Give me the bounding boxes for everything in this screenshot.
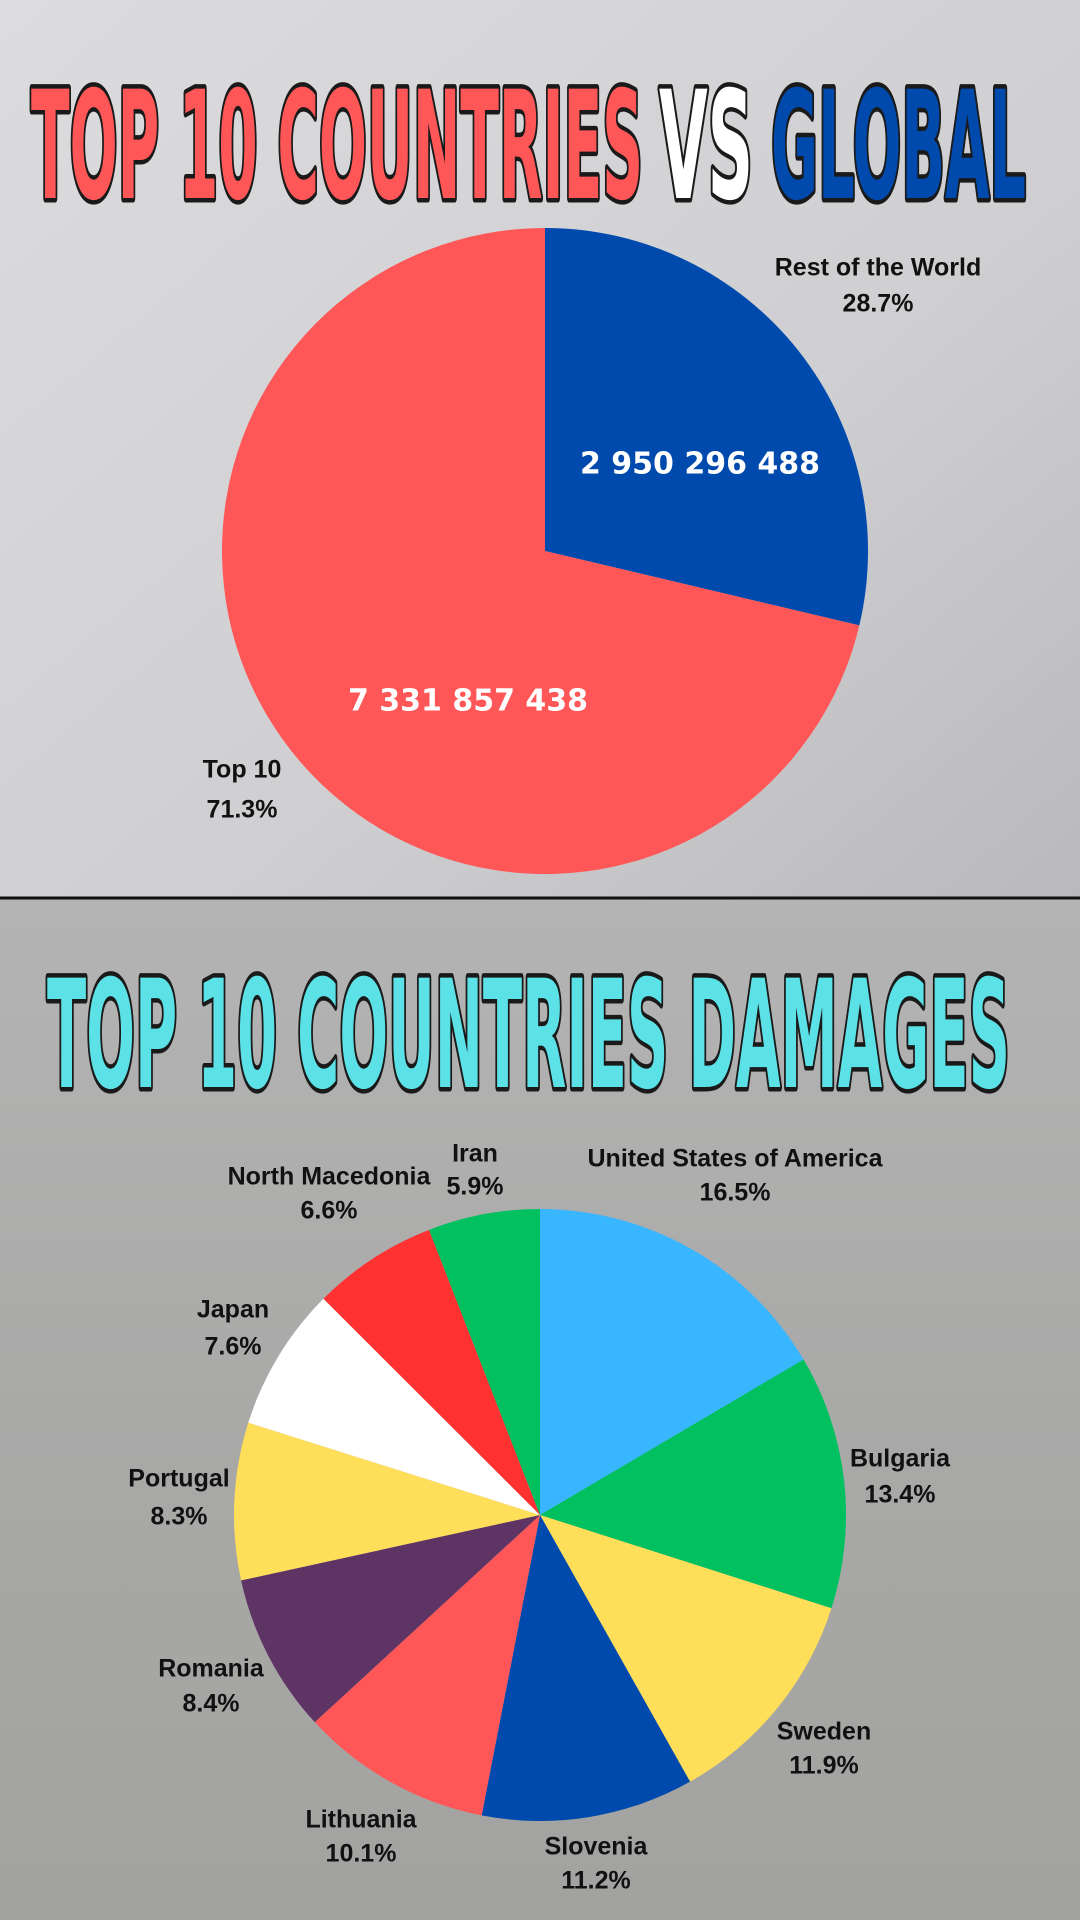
slice-category-label: Romania <box>158 1655 265 1683</box>
pie-slice <box>545 228 868 626</box>
slice-category-label: Bulgaria <box>850 1445 951 1473</box>
pie-slice <box>241 1515 540 1723</box>
pie-slice <box>233 1422 540 1581</box>
slice-percent-label: 7.6% <box>205 1333 262 1361</box>
slice-percent-label: 71.3% <box>207 796 278 824</box>
slice-percent-label: 5.9% <box>447 1173 504 1201</box>
chart-title: TOP 10 COUNTRIES DAMAGES <box>47 949 1010 1123</box>
pie-slice <box>481 1515 691 1821</box>
slice-percent-label: 8.4% <box>183 1690 240 1718</box>
slice-category-label: Rest of the World <box>775 254 981 282</box>
slice-category-label: Portugal <box>128 1465 229 1493</box>
pie-slice <box>314 1515 540 1816</box>
slice-category-label: Sweden <box>777 1718 871 1746</box>
pie-slice <box>540 1209 804 1515</box>
pie-slice <box>429 1209 540 1515</box>
chart-title-part: GLOBAL <box>771 60 1026 234</box>
slice-amount-label: 7 331 857 438 <box>348 684 588 719</box>
chart-damages: TOP 10 COUNTRIES DAMAGES United States of… <box>43 945 1015 1895</box>
pie-slice <box>248 1298 540 1515</box>
slice-percent-label: 6.6% <box>301 1197 358 1225</box>
slice-percent-label: 8.3% <box>151 1503 208 1531</box>
pie-slice <box>540 1515 832 1782</box>
slice-category-label: North Macedonia <box>228 1163 432 1191</box>
slice-category-label: Iran <box>452 1140 498 1168</box>
slice-percent-label: 16.5% <box>700 1179 771 1207</box>
slice-percent-label: 11.9% <box>789 1752 859 1780</box>
slice-amount-label: 2 950 296 488 <box>580 447 820 482</box>
chart-global: TOP 10 COUNTRIES VS GLOBAL Rest of the Worl… <box>27 56 1031 874</box>
slice-percent-label: 13.4% <box>865 1481 936 1509</box>
slice-category-label: Japan <box>197 1296 269 1324</box>
slice-percent-label: 10.1% <box>326 1840 397 1868</box>
slice-category-label: United States of America <box>588 1145 884 1173</box>
pie-slice <box>221 228 860 874</box>
chart-title-part: VS <box>659 60 753 234</box>
slice-percent-label: 28.7% <box>843 290 914 318</box>
pie-slice <box>323 1229 540 1515</box>
slice-percent-label: 11.2% <box>561 1867 631 1895</box>
slice-category-label: Slovenia <box>545 1833 649 1861</box>
pie-slice <box>540 1359 846 1609</box>
chart-title-part: TOP 10 COUNTRIES <box>31 60 643 234</box>
slice-category-label: Lithuania <box>305 1806 417 1834</box>
slice-category-label: Top 10 <box>203 756 282 784</box>
